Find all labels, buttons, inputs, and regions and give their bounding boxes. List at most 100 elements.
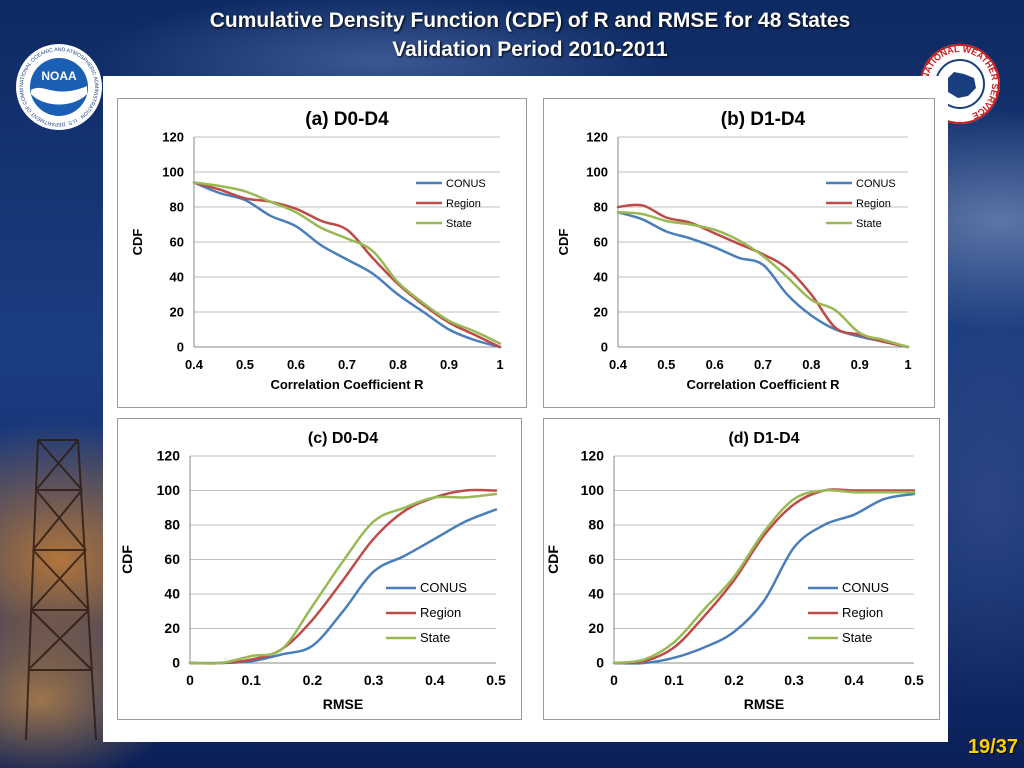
noaa-logo: NOAA NATIONAL OCEANIC AND ATMOSPHERIC AD… — [14, 42, 102, 130]
series-line-region — [192, 181, 502, 349]
x-tick-label: 0.6 — [706, 357, 724, 372]
y-tick-label: 80 — [164, 517, 180, 533]
legend-label-conus: CONUS — [856, 178, 896, 190]
legend-label-region: Region — [856, 198, 891, 210]
legend-label-conus: CONUS — [420, 580, 467, 595]
x-tick-label: 0.2 — [724, 672, 744, 688]
noaa-logo-text: NOAA — [41, 69, 77, 83]
y-tick-label: 80 — [170, 200, 184, 215]
y-tick-label: 40 — [164, 586, 180, 602]
chart-svg: 0 20 40 60 80 100 120 0.4 0.5 0.6 0.7 0.8 0.9 1 (a) D0… — [130, 109, 504, 392]
chart-svg: 0 20 40 60 80 100 120 0 0.1 0.2 0.3 0.4 0.5 (c) D0-D4… — [119, 430, 506, 712]
legend-label-conus: CONUS — [446, 178, 486, 190]
y-tick-label: 100 — [586, 165, 608, 180]
y-tick-label: 100 — [581, 482, 605, 498]
chart-title: (d) D1-D4 — [728, 430, 799, 447]
x-tick-label: 0.6 — [287, 357, 305, 372]
x-tick-label: 0.3 — [784, 672, 804, 688]
y-tick-label: 60 — [170, 235, 184, 250]
y-tick-label: 20 — [164, 620, 180, 636]
x-tick-label: 0.4 — [844, 672, 864, 688]
chart-title: (c) D0-D4 — [308, 430, 378, 447]
x-tick-label: 0.9 — [440, 357, 458, 372]
title-line-2: Validation Period 2010-2011 — [392, 38, 668, 61]
y-tick-label: 0 — [177, 340, 184, 355]
legend-label-state: State — [842, 630, 872, 645]
series-line-state — [188, 492, 498, 665]
y-tick-label: 40 — [588, 586, 604, 602]
x-tick-label: 1 — [496, 357, 503, 372]
x-tick-label: 0 — [186, 672, 194, 688]
legend-label-region: Region — [446, 198, 481, 210]
x-tick-label: 0.5 — [904, 672, 924, 688]
series-line-region — [616, 203, 910, 349]
x-axis-label: Correlation Coefficient R — [686, 377, 840, 392]
y-tick-label: 80 — [594, 200, 608, 215]
x-axis-label: RMSE — [744, 696, 784, 712]
legend-label-state: State — [446, 218, 472, 230]
y-tick-label: 80 — [588, 517, 604, 533]
series-line-state — [612, 488, 916, 665]
x-tick-label: 0.1 — [664, 672, 684, 688]
x-tick-label: 0.2 — [303, 672, 323, 688]
x-tick-label: 1 — [904, 357, 911, 372]
series-line-region — [188, 488, 498, 665]
title-line-1: Cumulative Density Function (CDF) of R a… — [209, 9, 851, 32]
x-tick-label: 0.3 — [364, 672, 384, 688]
page-number: 19/37 — [967, 736, 1018, 758]
series-line-conus — [192, 181, 502, 349]
y-tick-label: 100 — [157, 482, 181, 498]
x-tick-label: 0.4 — [609, 357, 628, 372]
y-tick-label: 100 — [162, 165, 184, 180]
y-tick-label: 60 — [588, 551, 604, 567]
series-line-state — [616, 211, 910, 349]
x-tick-label: 0.9 — [851, 357, 869, 372]
x-tick-label: 0 — [610, 672, 618, 688]
legend-label-conus: CONUS — [842, 580, 889, 595]
legend-label-region: Region — [420, 605, 461, 620]
x-tick-label: 0.7 — [338, 357, 356, 372]
y-tick-label: 20 — [594, 305, 608, 320]
chart-panel-c: 0 20 40 60 80 100 120 0 0.1 0.2 0.3 0.4 0.5 (c) D0-D4… — [117, 418, 522, 720]
legend-label-state: State — [856, 218, 882, 230]
y-tick-label: 120 — [162, 130, 184, 145]
slide-title: Cumulative Density Function (CDF) of R a… — [100, 6, 960, 64]
radar-tower-image — [25, 439, 97, 740]
y-tick-label: 60 — [164, 551, 180, 567]
y-tick-label: 20 — [588, 620, 604, 636]
series-line-region — [612, 488, 916, 665]
y-axis-label: CDF — [545, 545, 561, 574]
chart-panel-b: 0 20 40 60 80 100 120 0.4 0.5 0.6 0.7 0.8 0.9 1 (b) D1… — [543, 98, 935, 408]
chart-svg: 0 20 40 60 80 100 120 0.4 0.5 0.6 0.7 0.8 0.9 1 (b) D1… — [556, 109, 912, 392]
chart-panel-d: 0 20 40 60 80 100 120 0 0.1 0.2 0.3 0.4 0.5 (d) D1-D4… — [543, 418, 940, 720]
x-axis-label: Correlation Coefficient R — [270, 377, 424, 392]
series-line-conus — [616, 211, 910, 349]
y-tick-label: 40 — [170, 270, 184, 285]
x-tick-label: 0.1 — [241, 672, 261, 688]
x-tick-label: 0.4 — [425, 672, 445, 688]
y-tick-label: 120 — [586, 130, 608, 145]
chart-title: (a) D0-D4 — [305, 109, 389, 130]
series-line-state — [192, 181, 502, 345]
y-tick-label: 120 — [157, 448, 181, 464]
y-tick-label: 60 — [594, 235, 608, 250]
y-tick-label: 0 — [601, 340, 608, 355]
x-tick-label: 0.5 — [236, 357, 254, 372]
y-tick-label: 120 — [581, 448, 605, 464]
y-axis-label: CDF — [556, 229, 571, 256]
y-tick-label: 20 — [170, 305, 184, 320]
chart-area: 0 20 40 60 80 100 120 0.4 0.5 0.6 0.7 0.8 0.9 1 (a) D0… — [103, 76, 948, 742]
y-tick-label: 0 — [172, 655, 180, 671]
y-tick-label: 0 — [596, 655, 604, 671]
chart-svg: 0 20 40 60 80 100 120 0 0.1 0.2 0.3 0.4 0.5 (d) D1-D4… — [545, 430, 924, 712]
x-tick-label: 0.8 — [802, 357, 820, 372]
series-line-conus — [612, 492, 916, 665]
chart-title: (b) D1-D4 — [721, 109, 806, 130]
x-tick-label: 0.5 — [486, 672, 506, 688]
chart-panel-a: 0 20 40 60 80 100 120 0.4 0.5 0.6 0.7 0.8 0.9 1 (a) D0… — [117, 98, 527, 408]
legend-label-region: Region — [842, 605, 883, 620]
y-axis-label: CDF — [119, 545, 135, 574]
x-tick-label: 0.4 — [185, 357, 204, 372]
x-axis-label: RMSE — [323, 696, 363, 712]
x-tick-label: 0.7 — [754, 357, 772, 372]
